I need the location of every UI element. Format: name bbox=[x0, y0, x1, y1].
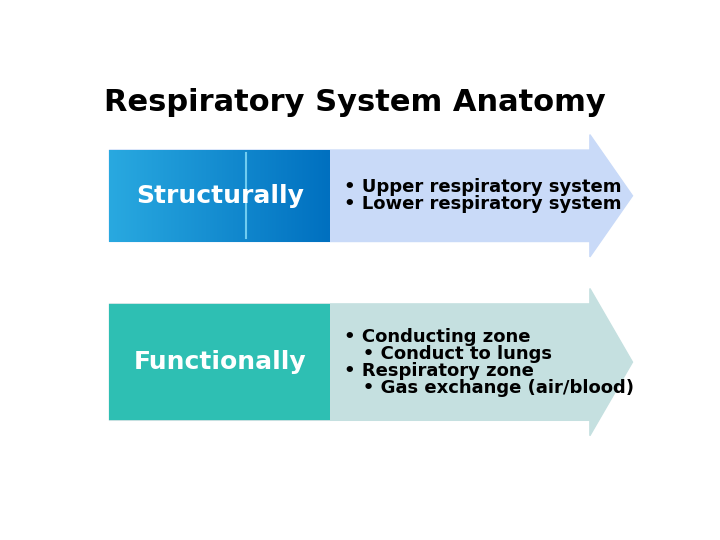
Text: • Gas exchange (air/blood): • Gas exchange (air/blood) bbox=[344, 379, 634, 396]
Polygon shape bbox=[109, 134, 632, 257]
Text: • Conduct to lungs: • Conduct to lungs bbox=[344, 345, 552, 363]
Text: Respiratory System Anatomy: Respiratory System Anatomy bbox=[104, 88, 606, 117]
Polygon shape bbox=[109, 288, 632, 436]
Text: • Upper respiratory system: • Upper respiratory system bbox=[344, 178, 621, 197]
Text: Structurally: Structurally bbox=[136, 184, 304, 208]
Text: • Lower respiratory system: • Lower respiratory system bbox=[344, 195, 621, 213]
Text: • Respiratory zone: • Respiratory zone bbox=[344, 362, 534, 380]
Text: Functionally: Functionally bbox=[133, 350, 306, 374]
Text: • Conducting zone: • Conducting zone bbox=[344, 328, 531, 346]
Bar bbox=[109, 304, 330, 420]
